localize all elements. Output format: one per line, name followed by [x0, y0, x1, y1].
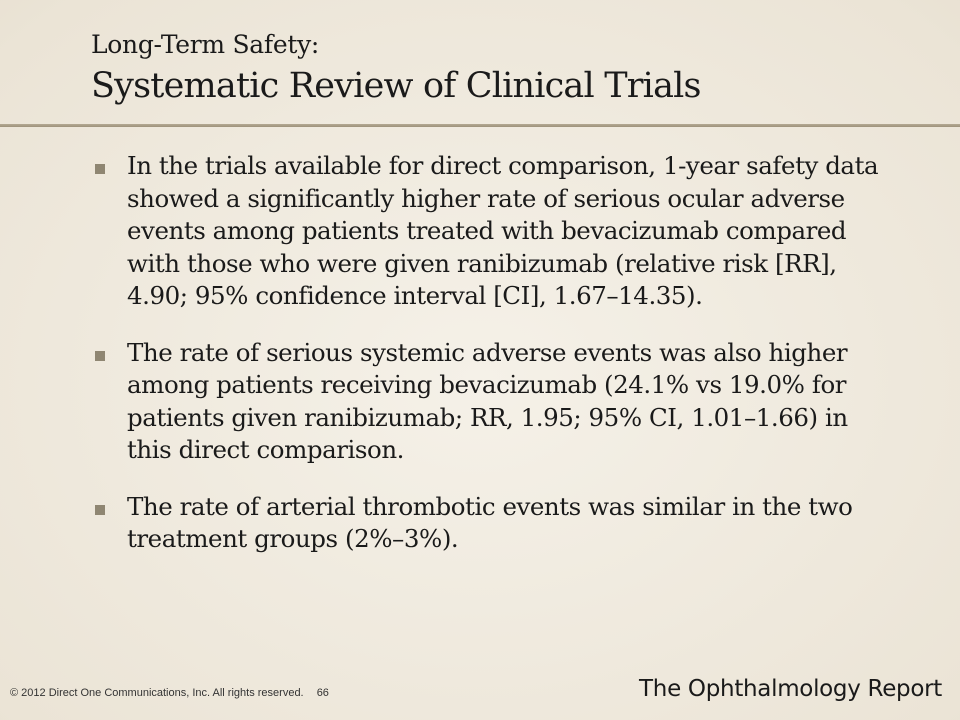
- bullet-text: The rate of arterial thrombotic events w…: [127, 491, 853, 554]
- bullet-item: In the trials available for direct compa…: [92, 150, 892, 313]
- brand-logo: The Ophthalmology Report: [639, 676, 942, 702]
- bullet-item: The rate of arterial thrombotic events w…: [92, 491, 892, 556]
- slide-title: Systematic Review of Clinical Trials: [91, 66, 702, 106]
- slide-subtitle: Long-Term Safety:: [91, 30, 320, 59]
- bullet-list: In the trials available for direct compa…: [92, 150, 892, 556]
- square-bullet-icon: [95, 350, 105, 361]
- square-bullet-icon: [95, 164, 105, 174]
- page-number: 66: [316, 687, 329, 699]
- footer-copyright: © 2012 Direct One Communications, Inc. A…: [10, 687, 329, 699]
- bullet-item: The rate of serious systemic adverse eve…: [92, 337, 892, 467]
- square-bullet-icon: [95, 504, 105, 515]
- bullet-text: The rate of serious systemic adverse eve…: [127, 337, 848, 465]
- title-divider: [0, 124, 960, 127]
- bullet-text: In the trials available for direct compa…: [127, 151, 879, 310]
- copyright-text: © 2012 Direct One Communications, Inc. A…: [10, 687, 304, 699]
- title-area: Long-Term Safety: Systematic Review of C…: [91, 28, 920, 108]
